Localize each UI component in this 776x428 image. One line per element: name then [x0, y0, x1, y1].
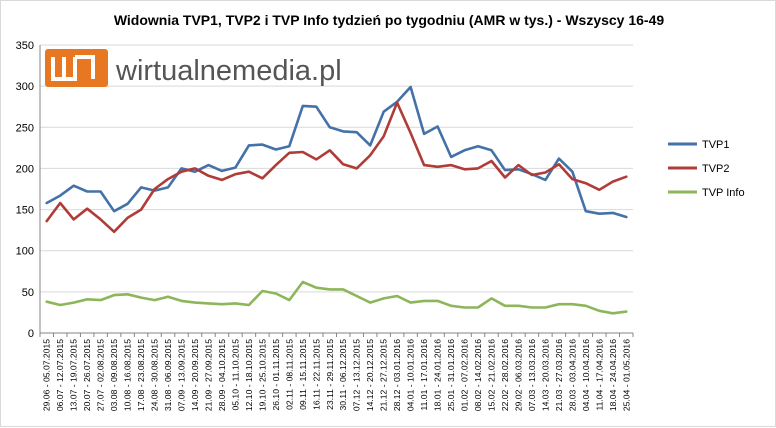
x-tick-label: 03.08 - 09.08.2015	[109, 339, 119, 411]
y-tick-label: 100	[16, 246, 34, 258]
x-tick-label: 20.07 - 26.07.2015	[82, 339, 92, 411]
chart-title: Widownia TVP1, TVP2 i TVP Info tydzień p…	[114, 12, 665, 28]
y-tick-label: 50	[22, 287, 34, 299]
series-line-tvp-info	[45, 280, 628, 315]
logo-glyph-icon	[51, 55, 95, 81]
legend-label: TVP Info	[702, 187, 745, 199]
y-tick-label: 350	[16, 40, 34, 52]
x-tick-label: 07.09 - 13.09.2015	[177, 339, 187, 411]
legend-label: TVP1	[702, 139, 730, 151]
x-tick-label: 28.09 - 04.10.2015	[217, 339, 227, 411]
x-tick-label: 14.03 - 20.03.2016	[540, 339, 550, 411]
y-tick-label: 200	[16, 163, 34, 175]
x-tick-label: 14.09 - 20.09.2015	[190, 339, 200, 411]
legend: TVP1 TVP2 TVP Info	[668, 139, 745, 199]
x-tick-label: 18.04 - 24.04.2016	[608, 339, 618, 411]
series-line-tvp2	[45, 101, 628, 234]
x-tick-label: 06.07 - 12.07.2015	[55, 339, 65, 411]
x-tick-label: 31.08 - 06.09.2015	[163, 339, 173, 411]
x-tick-label: 27.07 - 02.08.2015	[96, 339, 106, 411]
x-tick-label: 28.12 - 03.01.2016	[392, 339, 402, 411]
series-lines	[45, 85, 628, 315]
x-tick-label: 25.04 - 01.05.2016	[621, 339, 631, 411]
x-tick-label: 10.08 - 16.08.2015	[123, 339, 133, 411]
logo-text: wirtualnemedia.pl	[115, 55, 342, 87]
legend-label: TVP2	[702, 163, 730, 175]
x-tick-label: 09.11 - 15.11.2015	[298, 339, 308, 410]
series-line-tvp1	[45, 85, 628, 219]
x-tick-label: 07.03 - 13.03.2016	[527, 339, 537, 411]
x-tick-label: 24.08 - 30.08.2015	[150, 339, 160, 411]
x-tick-label: 12.10 - 18.10.2015	[244, 339, 254, 411]
x-tick-label: 04.01 - 10.01.2016	[406, 339, 416, 411]
x-tick-label: 30.11 - 06.12.2015	[338, 339, 348, 411]
y-axis-ticks: 0 50 100 150 200 250 300 350	[16, 40, 34, 340]
x-tick-label: 21.09 - 27.09.2015	[203, 339, 213, 411]
x-tick-label: 15.02 - 21.02.2016	[486, 339, 496, 411]
y-tick-label: 250	[16, 122, 34, 134]
x-tick-label: 25.01 - 31.01.2016	[446, 339, 456, 411]
x-tick-label: 14.12 - 20.12.2015	[365, 339, 375, 411]
x-tick-label: 29.06 - 05.07.2015	[42, 339, 52, 411]
x-tick-label: 02.11 - 08.11.2015	[284, 339, 294, 410]
y-tick-label: 150	[16, 205, 34, 217]
x-tick-label: 16.11 - 22.11.2015	[311, 339, 321, 410]
wirtualnemedia-logo: wirtualnemedia.pl	[45, 49, 342, 87]
x-tick-label: 21.12 - 27.12.2015	[379, 339, 389, 411]
x-tick-label: 18.01 - 24.01.2016	[433, 339, 443, 411]
x-tick-label: 22.02 - 28.02.2016	[500, 339, 510, 411]
x-tick-label: 28.03 - 03.04.2016	[567, 339, 577, 411]
x-tick-label: 23.11 - 29.11.2015	[325, 339, 335, 410]
y-tick-label: 0	[28, 328, 34, 340]
x-tick-label: 17.08 - 23.08.2015	[136, 339, 146, 411]
x-tick-label: 01.02 - 07.02.2016	[460, 339, 470, 411]
x-tick-label: 04.04 - 10.04.2016	[581, 339, 591, 411]
x-tick-label: 29.02 - 06.03.2016	[513, 339, 523, 411]
x-tick-label: 19.10 - 25.10.2015	[257, 339, 267, 411]
x-tick-label: 13.07 - 19.07.2015	[69, 339, 79, 411]
x-tick-label: 07.12 - 13.12.2015	[352, 339, 362, 411]
x-tick-label: 26.10 - 01.11.2015	[271, 339, 281, 411]
y-tick-label: 300	[16, 81, 34, 93]
x-tick-label: 21.03 - 27.03.2016	[554, 339, 564, 411]
x-axis-ticks: 29.06 - 05.07.2015 06.07 - 12.07.2015 13.0…	[39, 333, 634, 411]
x-tick-label: 08.02 - 14.02.2016	[473, 339, 483, 411]
x-tick-label: 05.10 - 11.10.2015	[230, 339, 240, 411]
x-tick-label: 11.04 - 17.04.2016	[594, 339, 604, 411]
x-tick-label: 11.01 - 17.01.2016	[419, 339, 429, 411]
